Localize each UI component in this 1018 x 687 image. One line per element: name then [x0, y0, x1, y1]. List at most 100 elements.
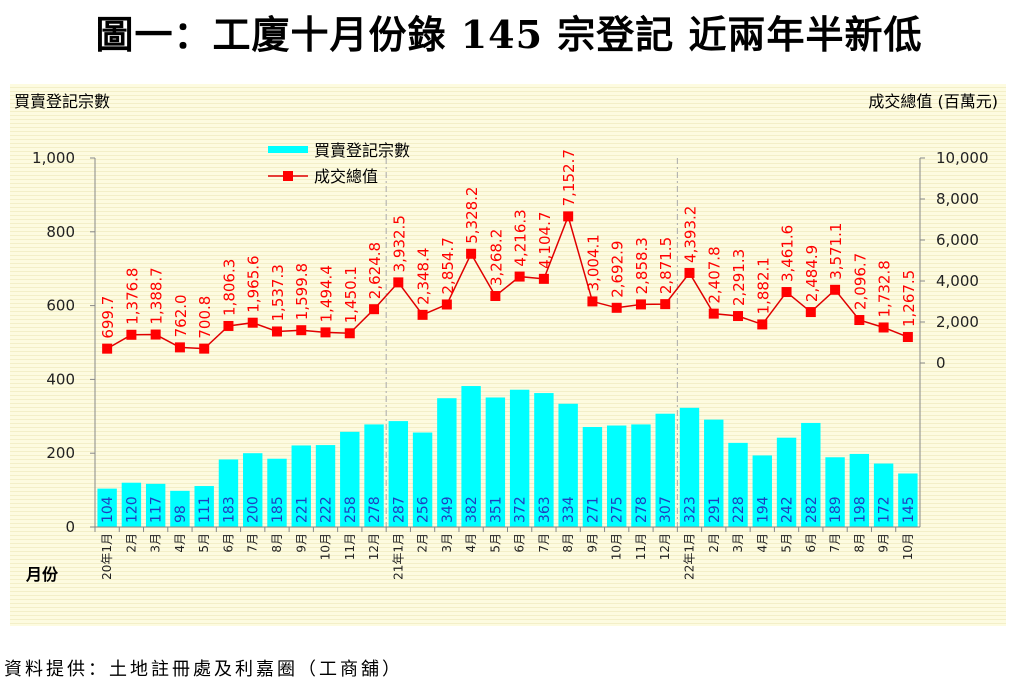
x-tick-label: 9月 — [877, 533, 891, 553]
bar — [509, 389, 530, 527]
line-value-label: 3,461.6 — [779, 225, 797, 282]
bar-value-label: 349 — [440, 496, 456, 523]
x-tick-label: 10月 — [901, 533, 915, 560]
line-value-label: 1,537.3 — [269, 264, 287, 321]
x-tick-label: 8月 — [561, 533, 575, 553]
line-point — [733, 311, 744, 322]
bar — [388, 421, 409, 527]
x-tick-label: 8月 — [270, 533, 284, 553]
x-tick-label: 3月 — [440, 533, 454, 553]
bar-value-label: 363 — [537, 496, 553, 523]
x-tick-label: 11月 — [343, 533, 357, 560]
line-value-label: 1,267.5 — [900, 270, 918, 327]
line-point — [247, 317, 258, 328]
x-tick-label: 5月 — [197, 533, 211, 553]
bar-value-label: 117 — [149, 496, 165, 523]
source-note: 資料提供：土地註冊處及利嘉圈（工商舖） — [4, 659, 403, 680]
bar-value-label: 189 — [828, 496, 844, 523]
line-value-label: 2,484.9 — [803, 245, 821, 302]
bar-value-label: 291 — [707, 496, 723, 523]
line-point — [563, 211, 574, 222]
x-tick-label: 8月 — [852, 533, 866, 553]
x-tick-label: 7月 — [246, 533, 260, 553]
line-value-label: 2,854.7 — [439, 237, 457, 294]
bar-value-label: 287 — [391, 496, 407, 523]
bar — [412, 432, 433, 527]
bar-value-label: 278 — [367, 496, 383, 523]
bar — [825, 457, 845, 527]
x-tick-label: 2月 — [416, 533, 430, 553]
line-point — [830, 284, 841, 295]
line-value-label: 2,291.3 — [730, 249, 748, 306]
bar-value-label: 307 — [658, 496, 674, 523]
line-point — [781, 287, 792, 298]
line-value-label: 1,965.6 — [245, 255, 263, 312]
line-series — [106, 214, 909, 350]
right-axis-title: 成交總值 (百萬元) — [868, 92, 998, 111]
line-point — [369, 304, 380, 315]
line-point — [538, 273, 549, 284]
bar — [121, 482, 142, 527]
line-point — [223, 320, 234, 331]
right-tick-label: 6,000 — [936, 231, 979, 249]
line-value-label: 4,393.2 — [681, 206, 699, 263]
line-value-label: 1,450.1 — [342, 266, 360, 323]
line-value-label: 762.0 — [172, 294, 190, 337]
bar-value-label: 372 — [513, 496, 529, 523]
bar-value-label: 351 — [488, 496, 504, 523]
line-value-label: 2,624.8 — [366, 242, 384, 299]
line-point — [611, 302, 622, 313]
x-tick-label: 3月 — [731, 533, 745, 553]
bar-value-label: 282 — [804, 496, 820, 523]
x-tick-label: 22年1月 — [682, 533, 696, 580]
line-point — [514, 271, 525, 282]
x-tick-label: 6月 — [513, 533, 527, 553]
bar — [485, 397, 506, 527]
line-point — [344, 328, 355, 339]
x-tick-label: 4月 — [755, 533, 769, 553]
line-point — [902, 332, 913, 343]
bar-value-label: 242 — [780, 496, 796, 523]
bar — [364, 424, 384, 527]
x-tick-label: 2月 — [124, 533, 138, 553]
x-tick-label: 20年1月 — [100, 533, 114, 580]
bar-value-label: 258 — [343, 496, 359, 523]
line-value-label: 1,376.8 — [123, 268, 141, 325]
line-point — [393, 277, 404, 288]
bar-value-label: 382 — [464, 496, 480, 523]
line-point — [878, 322, 889, 333]
line-value-label: 7,152.7 — [560, 149, 578, 206]
line-point — [490, 291, 501, 302]
line-point — [757, 319, 768, 330]
left-tick-label: 200 — [46, 444, 75, 462]
line-point — [126, 329, 137, 340]
line-point — [466, 248, 477, 259]
bar — [655, 413, 675, 527]
chart-background — [10, 84, 1006, 626]
bar-value-label: 278 — [634, 496, 650, 523]
line-value-label: 4,216.3 — [512, 209, 530, 266]
bar — [728, 442, 748, 527]
legend: 買賣登記宗數 成交總值 — [268, 141, 410, 186]
left-tick-label: 1,000 — [32, 149, 75, 167]
bar — [437, 398, 457, 527]
line-point — [805, 307, 816, 318]
x-tick-label: 9月 — [585, 533, 599, 553]
legend-bar-label: 買賣登記宗數 — [314, 141, 410, 160]
x-tick-label: 12月 — [658, 533, 672, 560]
x-tick-label: 4月 — [464, 533, 478, 553]
left-tick-label: 0 — [65, 518, 75, 536]
bar — [752, 455, 772, 527]
line-value-label: 2,692.9 — [609, 241, 627, 298]
x-tick-label: 6月 — [804, 533, 818, 553]
bar — [558, 403, 578, 527]
x-tick-label: 3月 — [149, 533, 163, 553]
line-point — [854, 315, 865, 326]
x-tick-label: 2月 — [707, 533, 721, 553]
line-value-label: 700.8 — [196, 296, 214, 339]
line-value-label: 4,104.7 — [536, 212, 554, 269]
line-value-label: 2,858.3 — [633, 237, 651, 294]
line-value-label: 3,004.1 — [584, 234, 602, 291]
bar — [631, 424, 651, 527]
line-point — [441, 299, 452, 310]
